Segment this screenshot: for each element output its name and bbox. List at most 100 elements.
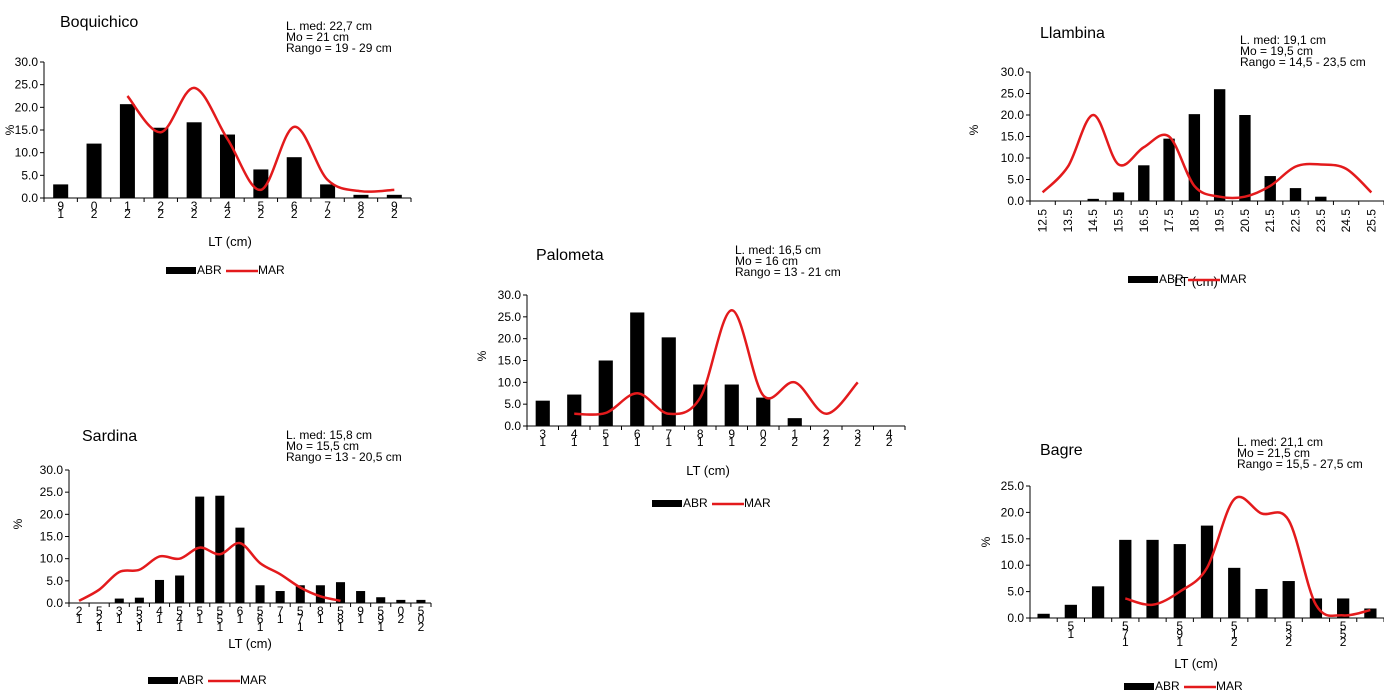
y-tick-label: 25.0 (1001, 87, 1025, 101)
x-tick-label: 6 (634, 427, 641, 441)
line-mar (78, 541, 341, 603)
y-tick-label: 15.0 (15, 123, 39, 137)
x-tick-label: 8 (337, 612, 344, 626)
line-mar (1124, 495, 1371, 618)
y-tick-label: 0.0 (21, 191, 38, 205)
x-tick-label: 3 (191, 199, 198, 213)
bar-abr (1289, 188, 1302, 201)
x-tick-label: 8 (317, 604, 324, 618)
x-tick-label: 5 (96, 604, 103, 618)
x-tick-label: 1 (216, 620, 223, 634)
bar-abr (386, 194, 402, 198)
legend-label-mar: MAR (744, 496, 771, 510)
bar-abr (53, 184, 69, 198)
x-tick-label: 0 (91, 199, 98, 213)
x-tick-label: 2 (418, 620, 425, 634)
y-tick-label: 5.0 (21, 168, 38, 182)
y-tick-label: 30.0 (1001, 65, 1025, 79)
bar-abr (1119, 539, 1132, 618)
y-tick-label: 30.0 (40, 463, 64, 477)
x-tick-label: 5 (258, 199, 265, 213)
x-tick-label: 1 (1122, 635, 1129, 649)
bar-abr (1337, 598, 1350, 618)
y-tick-label: 0.0 (46, 596, 63, 610)
y-tick-label: 20.0 (498, 332, 522, 346)
x-tick-label: 2 (324, 207, 331, 221)
x-tick-label: 1 (377, 620, 384, 634)
bar-abr (1037, 613, 1050, 618)
bar-abr (416, 599, 426, 603)
stats-line: Mo = 16 cm (735, 254, 798, 268)
x-tick-label: 4 (886, 427, 893, 441)
legend-swatch-abr (166, 267, 196, 274)
x-tick-label: 1 (116, 612, 123, 626)
bar-abr (119, 104, 135, 198)
x-tick-label: 2 (397, 612, 404, 626)
x-tick-label: 2 (96, 612, 103, 626)
bar-abr (1163, 138, 1175, 201)
y-tick-label: 10.0 (15, 146, 39, 160)
chart-title: Boquichico (60, 14, 138, 31)
x-tick-label: 8 (358, 199, 365, 213)
y-tick-label: 25.0 (40, 485, 64, 499)
legend-swatch-abr (1128, 276, 1158, 283)
y-tick-label: 20.0 (15, 100, 39, 114)
x-tick-label: 5 (1285, 619, 1292, 633)
x-tick-label: 4 (571, 427, 578, 441)
x-tick-label: 6 (237, 604, 244, 618)
x-tick-label: 2 (258, 207, 265, 221)
y-axis-label: % (967, 124, 981, 135)
stats-line: L. med: 22,7 cm (286, 19, 372, 33)
legend-label-mar: MAR (1220, 272, 1247, 286)
stats-line: Mo = 21 cm (286, 30, 349, 44)
x-tick-label: 1 (357, 612, 364, 626)
x-tick-label: 2 (1340, 635, 1347, 649)
x-tick-label: 1 (317, 612, 324, 626)
x-tick-label: 2 (157, 199, 164, 213)
y-tick-label: 15.0 (1001, 532, 1025, 546)
x-tick-label: 1 (257, 620, 264, 634)
stats-line: Mo = 21,5 cm (1237, 446, 1310, 460)
line-mar (574, 309, 859, 416)
legend-swatch-abr (652, 500, 682, 507)
bar-abr (154, 579, 165, 603)
x-axis-label: LT (cm) (686, 463, 730, 478)
x-tick-label: 5 (602, 427, 609, 441)
x-tick-label: 1 (176, 620, 183, 634)
chart-title: Bagre (1040, 442, 1083, 459)
bar-abr (215, 495, 225, 603)
x-tick-label: 3 (539, 427, 546, 441)
x-tick-label: 7 (297, 612, 304, 626)
x-tick-label: 1 (791, 427, 798, 441)
legend-label-abr: ABR (179, 673, 204, 687)
legend-label-mar: MAR (240, 673, 267, 687)
x-tick-label: 5 (1231, 619, 1238, 633)
x-tick-label: 23.5 (1314, 209, 1328, 233)
bar-abr (320, 184, 336, 198)
legend-label-abr: ABR (1159, 272, 1184, 286)
x-tick-label: 2 (224, 207, 231, 221)
x-tick-label: 5 (216, 612, 223, 626)
x-tick-label: 5 (257, 604, 264, 618)
bar-abr (219, 134, 236, 198)
bar-abr (661, 337, 676, 426)
bar-abr (134, 597, 144, 603)
x-tick-label: 5 (1340, 627, 1347, 641)
bar-abr (153, 127, 169, 198)
bar-abr (1188, 114, 1201, 201)
bar-abr (598, 360, 613, 426)
bar-abr (1200, 525, 1214, 618)
x-tick-label: 1 (1068, 627, 1075, 641)
x-tick-label: 9 (377, 612, 384, 626)
x-tick-label: 0 (418, 612, 425, 626)
bar-abr (376, 597, 386, 603)
y-tick-label: 10.0 (1001, 151, 1025, 165)
x-tick-label: 6 (257, 612, 264, 626)
stats-line: Rango = 15,5 - 27,5 cm (1237, 457, 1363, 471)
bar-abr (1173, 544, 1186, 618)
bar-abr (535, 400, 550, 426)
x-tick-label: 1 (1231, 627, 1238, 641)
